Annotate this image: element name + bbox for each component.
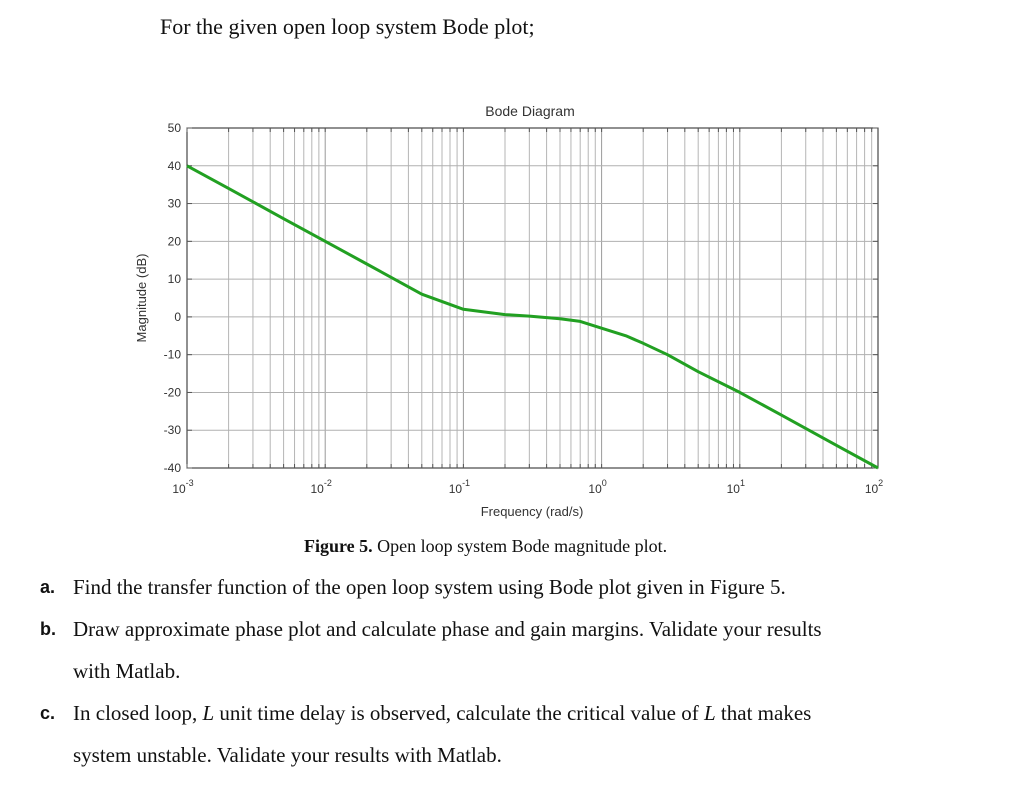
chart-title: Bode Diagram: [485, 103, 575, 119]
magnitude-series-line: [186, 164, 879, 470]
y-tick-label: 10: [168, 272, 182, 286]
y-tick-label: 40: [168, 159, 182, 173]
question-a-label: a.: [40, 577, 56, 597]
question-a-text: Find the transfer function of the open l…: [73, 575, 786, 599]
question-c-part2: unit time delay is observed, calculate t…: [214, 701, 704, 725]
question-c-label: c.: [40, 703, 56, 723]
question-b-line1: Draw approximate phase plot and calculat…: [73, 617, 822, 641]
y-tick-label: 30: [168, 197, 182, 211]
question-b-body: Draw approximate phase plot and calculat…: [73, 608, 953, 692]
y-axis-label: Magnitude (dB): [134, 254, 149, 343]
caption-text: Open loop system Bode magnitude plot.: [372, 536, 668, 556]
y-tick-label: 0: [174, 310, 181, 324]
x-tick-label: 100: [588, 478, 606, 496]
question-c-var1: L: [202, 701, 215, 725]
x-tick-label: 101: [727, 478, 745, 496]
y-tick-label: 50: [168, 121, 182, 135]
question-c-body: In closed loop, L unit time delay is obs…: [73, 692, 953, 776]
y-tick-label: -20: [164, 385, 182, 399]
x-axis-label: Frequency (rad/s): [481, 504, 584, 519]
question-c-part3: that makes: [715, 701, 812, 725]
y-tick-label: -30: [164, 423, 182, 437]
question-c-line2: system unstable. Validate your results w…: [73, 743, 502, 767]
x-tick-label: 10-1: [449, 478, 470, 496]
bode-magnitude-chart: Bode Diagram 50403020100-10-20-30-4010-3…: [134, 103, 884, 519]
caption-number: Figure 5.: [304, 536, 373, 556]
y-tick-label: 20: [168, 234, 182, 248]
question-c-var2: L: [703, 701, 716, 725]
figure-caption: Figure 5. Open loop system Bode magnitud…: [304, 536, 667, 557]
question-b-line2: with Matlab.: [73, 659, 181, 683]
intro-text: For the given open loop system Bode plot…: [160, 14, 535, 39]
x-tick-label: 102: [865, 478, 883, 496]
question-c-part1: In closed loop,: [73, 701, 203, 725]
plot-frame: [186, 127, 879, 469]
question-b-label: b.: [40, 619, 56, 639]
x-tick-label: 10-2: [311, 478, 332, 496]
series-layer: [186, 164, 879, 470]
x-tick-label: 10-3: [172, 478, 193, 496]
y-tick-label: -10: [164, 348, 182, 362]
y-tick-label: -40: [164, 461, 182, 475]
grid-lines: [186, 127, 878, 469]
